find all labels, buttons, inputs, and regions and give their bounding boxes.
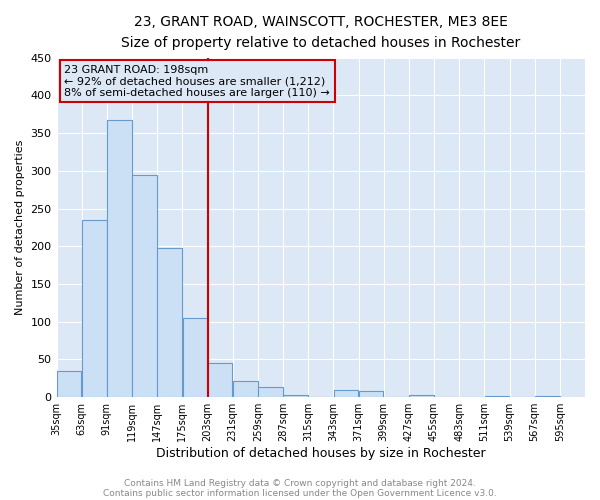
Bar bbox=[334, 390, 358, 397]
Bar bbox=[359, 391, 383, 397]
Bar bbox=[258, 386, 283, 397]
Title: 23, GRANT ROAD, WAINSCOTT, ROCHESTER, ME3 8EE
Size of property relative to detac: 23, GRANT ROAD, WAINSCOTT, ROCHESTER, ME… bbox=[121, 15, 520, 50]
Bar bbox=[283, 395, 308, 397]
Y-axis label: Number of detached properties: Number of detached properties bbox=[15, 140, 25, 315]
Bar bbox=[485, 396, 509, 397]
Bar bbox=[57, 371, 82, 397]
Bar bbox=[107, 120, 132, 397]
Text: Contains HM Land Registry data © Crown copyright and database right 2024.: Contains HM Land Registry data © Crown c… bbox=[124, 478, 476, 488]
Bar bbox=[82, 220, 107, 397]
Bar bbox=[233, 380, 257, 397]
Bar bbox=[132, 174, 157, 397]
Bar bbox=[409, 395, 434, 397]
X-axis label: Distribution of detached houses by size in Rochester: Distribution of detached houses by size … bbox=[156, 447, 485, 460]
Bar bbox=[157, 248, 182, 397]
Bar bbox=[182, 318, 208, 397]
Bar bbox=[535, 396, 560, 397]
Bar bbox=[208, 364, 232, 397]
Text: 23 GRANT ROAD: 198sqm
← 92% of detached houses are smaller (1,212)
8% of semi-de: 23 GRANT ROAD: 198sqm ← 92% of detached … bbox=[64, 64, 330, 98]
Text: Contains public sector information licensed under the Open Government Licence v3: Contains public sector information licen… bbox=[103, 488, 497, 498]
